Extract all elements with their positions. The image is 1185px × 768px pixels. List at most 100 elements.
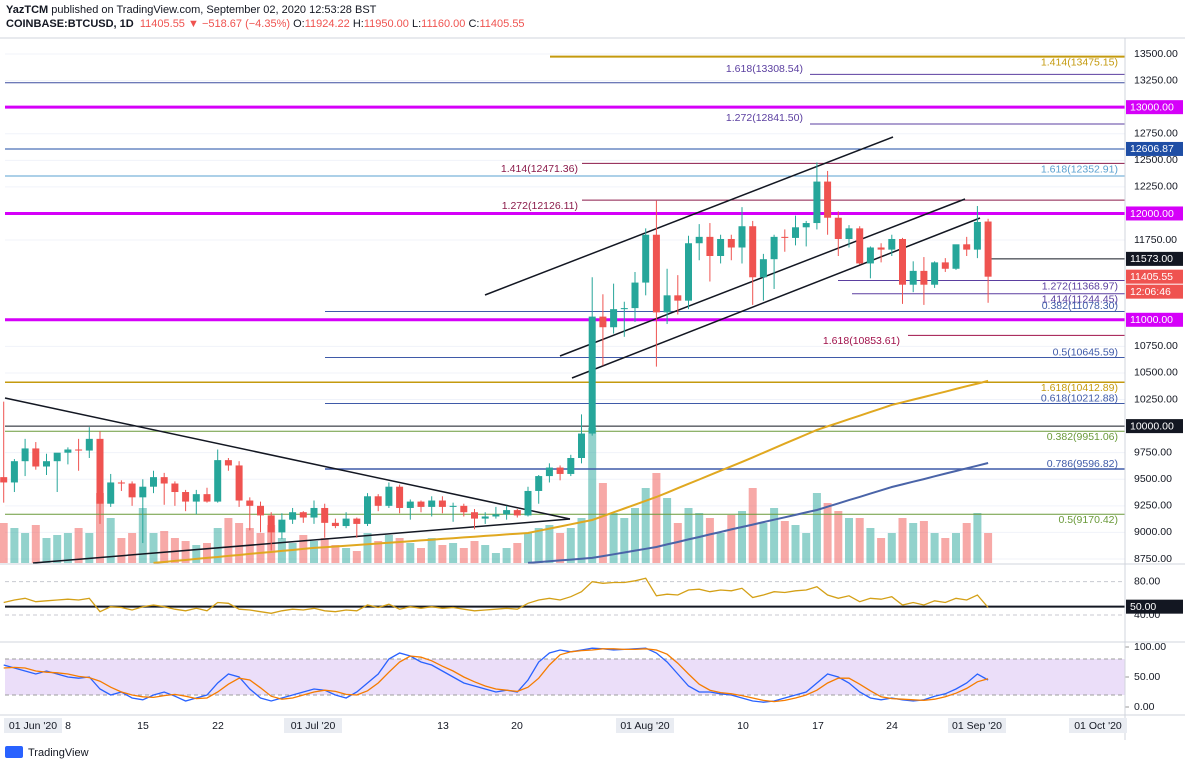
volume-bar [363,533,372,563]
price-tag-label: 11405.55 [1130,271,1173,283]
band [5,659,1125,695]
volume-bar [823,503,832,563]
volume-bar [0,523,8,563]
candle-body [342,518,350,527]
volume-bar [395,538,404,563]
volume-bar [791,525,800,563]
volume-bar [716,533,725,563]
volume-bar [652,473,661,563]
x-tick-label: 01 Jul '20 [291,720,336,732]
volume-bar [10,528,19,563]
candle-body [75,449,83,451]
volume-bar [855,518,864,563]
volume-bar [802,533,811,563]
candle-body [203,494,211,502]
volume-bar [770,508,779,563]
c-label: C: [468,18,480,30]
header: YazTCM published on TradingView.com, Sep… [6,3,525,31]
indicator-line [3,647,989,703]
volume-bar [513,543,522,563]
candle-body [278,519,286,533]
candle-body [267,515,275,533]
fib-label: 1.272(12126.11) [502,200,578,212]
volume-bar [845,518,853,563]
candle-body [192,494,200,502]
volume-bar [962,523,971,563]
y-tick-label: 11750.00 [1134,234,1177,246]
volume-bar [149,533,158,563]
candle-body [749,226,757,278]
candle-body [21,448,29,462]
volume-bar [620,518,629,563]
fib-label: 0.5(9170.42) [1058,514,1118,526]
fib-label: 1.618(10853.61) [823,335,900,347]
x-tick-label: 01 Sep '20 [952,720,1002,732]
candle-body [299,512,307,518]
volume-bar [53,535,62,563]
volume-bar [631,508,639,563]
volume-bar [96,493,104,563]
candle-body [10,461,18,483]
candle-body [96,438,104,504]
indicator-line [3,577,989,614]
volume-bar [85,533,94,563]
candle-body [642,234,650,283]
x-tick-label: 17 [812,720,824,732]
x-label-box [616,718,674,733]
l-label: L: [411,18,422,30]
volume-bar [406,543,415,563]
volume-bar [417,548,425,563]
x-label-box [4,718,62,733]
volume-bar [42,538,51,563]
candle-body [556,467,564,474]
volume-bar [320,538,329,563]
candle-body [481,516,489,519]
candle-body [246,500,254,506]
candle-body [171,483,179,493]
fib-label: 1.414(13475.15) [1041,56,1118,68]
candle-body [877,247,885,250]
candle-body [706,236,714,256]
candle-body [973,221,981,250]
candle-body [513,510,521,516]
volume-bar [705,518,714,563]
volume-bar [952,533,960,563]
volume-bar [438,545,447,563]
trendline [484,136,894,296]
candle-body [492,514,500,517]
candle-body [364,496,371,524]
high: 11950.00 [363,18,409,30]
volume-bar [310,541,318,563]
x-tick-label: 10 [737,720,749,732]
volume-bar [973,513,982,563]
low: 11160.00 [421,18,466,30]
candle-body [374,496,382,506]
volume-bar [588,428,597,563]
volume-bar [738,511,746,563]
candle-body [888,238,896,250]
volume-bar [21,533,30,563]
candle-body [460,505,468,513]
volume-bar [181,541,190,563]
symbol: COINBASE:BTCUSD, 1D [6,18,134,30]
brand: TradingView [28,747,89,759]
candle-body [428,500,436,507]
candle-body [695,236,703,244]
volume-bar [866,528,875,563]
volume-bar [609,513,618,563]
volume-bar [545,525,554,563]
candle-body [599,316,607,328]
volume-bar [887,533,896,563]
volume-bar [128,533,137,563]
x-tick-label: 01 Aug '20 [620,720,669,732]
candle-body [117,482,125,484]
candle-body [685,243,692,301]
candle-body [984,221,992,277]
y-tick-label: 13500.00 [1134,48,1178,60]
candle-body [0,477,8,483]
candle-body [631,282,639,309]
fib-label: 1.414(11244.45) [1042,294,1118,306]
fib-label: 1.414(12471.36) [501,163,578,175]
candle-body [353,518,361,524]
